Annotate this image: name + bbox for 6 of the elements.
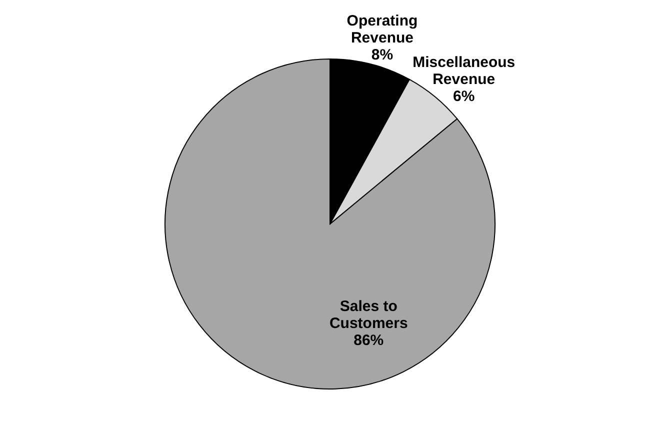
slice-label: Miscellaneous Revenue [412, 54, 516, 88]
data-label: 8% [371, 46, 394, 64]
slice-label: Operating Revenue [346, 12, 418, 47]
data-label: 6% [453, 88, 475, 106]
data-label: 86% [354, 332, 384, 350]
slice-label: Sales to Customers [329, 298, 408, 332]
